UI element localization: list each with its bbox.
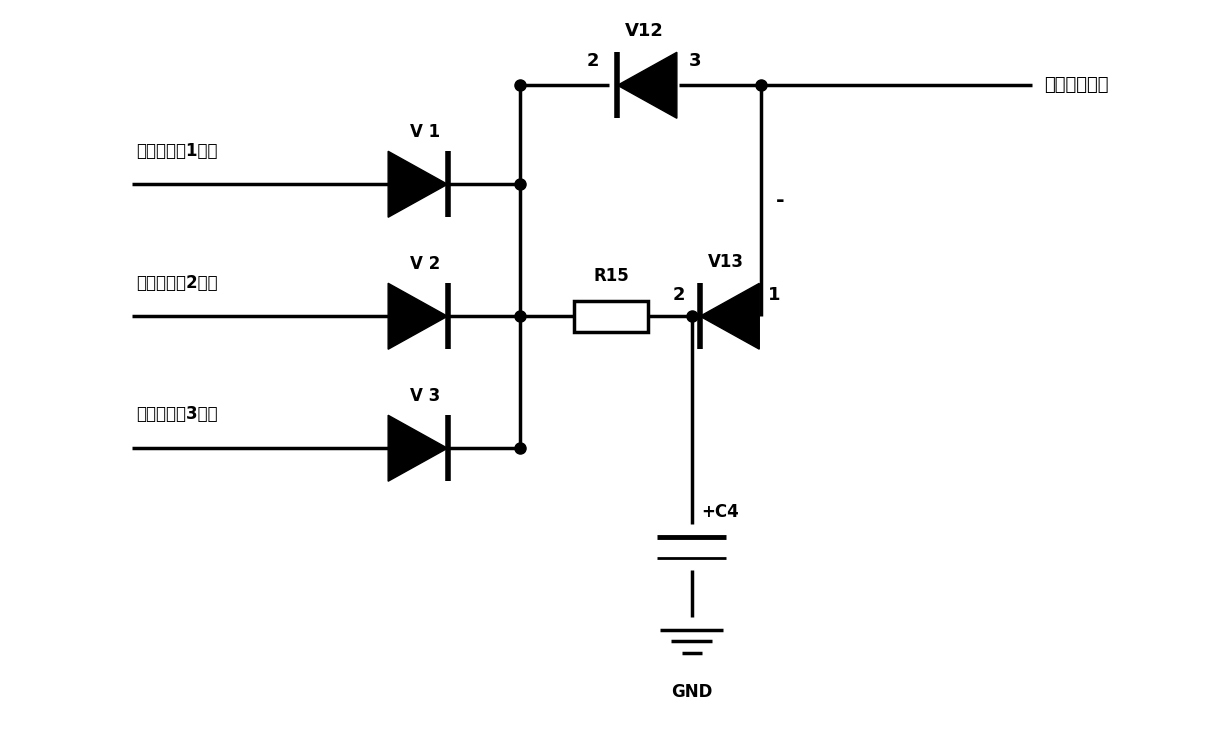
Text: V 3: V 3 — [410, 387, 440, 405]
Text: GND: GND — [672, 682, 712, 701]
Bar — [573, 301, 648, 332]
Text: V 2: V 2 — [410, 255, 440, 273]
Polygon shape — [617, 52, 677, 118]
Text: V13: V13 — [708, 253, 744, 271]
Text: 热电池组输出: 热电池组输出 — [1044, 76, 1108, 94]
Text: V12: V12 — [625, 22, 663, 40]
Text: R15: R15 — [593, 267, 629, 285]
Text: 热电池单体3输出: 热电池单体3输出 — [137, 405, 218, 423]
Text: 2: 2 — [673, 286, 685, 304]
Text: 3: 3 — [689, 52, 701, 70]
Polygon shape — [389, 283, 448, 349]
Polygon shape — [700, 283, 759, 349]
Text: 热电池单体2输出: 热电池单体2输出 — [137, 274, 218, 292]
Text: 热电池单体1输出: 热电池单体1输出 — [137, 141, 218, 159]
Text: V 1: V 1 — [410, 123, 440, 141]
Text: +C4: +C4 — [701, 503, 739, 521]
Polygon shape — [389, 151, 448, 217]
Text: 1: 1 — [768, 286, 780, 304]
Text: 2: 2 — [587, 52, 599, 70]
Polygon shape — [389, 415, 448, 481]
Text: -: - — [776, 191, 785, 211]
